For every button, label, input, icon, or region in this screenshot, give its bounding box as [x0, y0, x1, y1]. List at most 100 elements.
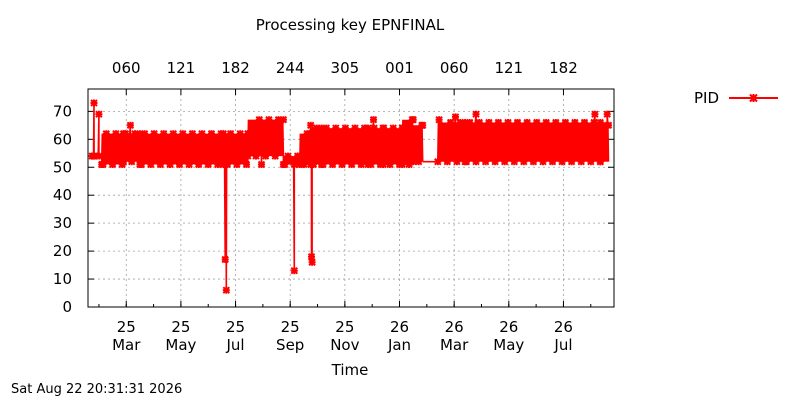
x-tick-label-month: Jul: [225, 336, 244, 354]
axis-ticks: 01020304050607025Mar25May25Jul25Sep25Nov…: [53, 59, 614, 354]
x-tick-label-year: 25: [281, 318, 300, 336]
data-point-marker: [571, 118, 579, 127]
data-point-marker: [290, 266, 299, 275]
data-point-marker: [504, 118, 512, 127]
data-point-marker: [434, 157, 442, 166]
data-point-marker: [204, 160, 212, 169]
data-point-marker: [92, 152, 101, 160]
x-tick-label-year: 26: [499, 318, 518, 336]
x-top-tick-label: 244: [276, 59, 305, 77]
data-point-marker: [95, 110, 103, 118]
data-point-marker: [561, 118, 570, 127]
data-point-marker: [274, 115, 283, 124]
data-point-marker: [233, 160, 241, 169]
data-point-marker: [308, 258, 316, 267]
data-point-marker: [590, 118, 598, 127]
data-point-marker: [520, 157, 528, 166]
data-point-marker: [309, 160, 318, 169]
data-point-marker: [121, 129, 130, 138]
y-tick-label: 70: [53, 102, 72, 120]
data-point-marker: [539, 157, 547, 166]
data-point-marker: [542, 118, 550, 127]
data-point-marker: [90, 99, 98, 107]
x-top-tick-label: 121: [167, 59, 196, 77]
data-point-marker: [596, 157, 605, 166]
data-point-marker: [293, 152, 302, 160]
x-axis-label: Time: [331, 361, 369, 379]
data-point-marker: [376, 160, 385, 169]
data-point-marker: [472, 157, 480, 166]
x-tick-label-month: Jul: [553, 336, 572, 354]
data-point-marker: [347, 160, 356, 169]
data-point-marker: [131, 129, 139, 138]
data-point-marker: [341, 124, 350, 132]
x-top-tick-label: 182: [221, 59, 250, 77]
data-point-marker: [435, 115, 443, 124]
x-tick-label-month: May: [493, 336, 524, 354]
data-point-marker: [257, 160, 266, 169]
x-tick-label-year: 26: [554, 318, 573, 336]
data-point-marker: [140, 129, 149, 138]
data-point-marker: [194, 160, 203, 169]
data-point-marker: [198, 129, 206, 138]
data-point-marker: [236, 129, 244, 138]
data-point-marker: [169, 129, 178, 138]
data-point-marker: [102, 129, 111, 138]
data-point-marker: [513, 118, 522, 127]
legend-entry-pid: PID: [694, 89, 719, 107]
data-point-marker: [328, 160, 337, 169]
data-point-marker: [312, 124, 321, 132]
data-point-marker: [244, 152, 252, 160]
data-point-marker: [389, 124, 397, 132]
data-point-marker: [188, 129, 197, 138]
data-point-marker: [399, 124, 407, 132]
data-point-marker: [207, 129, 216, 138]
data-point-marker: [472, 110, 480, 118]
data-point-marker: [252, 152, 260, 160]
x-top-tick-label: 121: [494, 59, 523, 77]
x-top-tick-label: 060: [440, 59, 469, 77]
plot-frame: [87, 88, 615, 308]
data-point-marker: [360, 124, 369, 132]
data-point-marker: [481, 157, 490, 166]
x-tick-label-year: 25: [226, 318, 245, 336]
data-point-marker: [222, 286, 231, 294]
x-tick-label-year: 25: [171, 318, 190, 336]
data-point-marker: [369, 115, 378, 124]
x-tick-label-month: Mar: [440, 336, 469, 354]
data-point-marker: [532, 118, 541, 127]
data-point-marker: [558, 157, 566, 166]
data-point-marker: [166, 160, 174, 169]
data-point-marker: [255, 115, 264, 124]
data-point-marker: [491, 157, 499, 166]
data-point-marker: [510, 157, 519, 166]
data-point-marker: [552, 118, 560, 127]
data-point-marker: [118, 160, 126, 169]
x-tick-label-year: 26: [390, 318, 409, 336]
x-tick-label-month: Sep: [276, 336, 304, 354]
data-point-marker: [338, 160, 346, 169]
data-point-marker: [485, 118, 493, 127]
data-point-marker: [226, 129, 235, 138]
data-point-marker: [112, 129, 120, 138]
data-point-marker: [332, 124, 340, 132]
data-point-marker: [322, 124, 331, 132]
data-point-marker: [408, 115, 417, 124]
data-point-marker: [280, 160, 289, 169]
data-point-marker: [351, 124, 359, 132]
x-tick-label-month: Jan: [387, 336, 411, 354]
x-top-tick-label: 305: [331, 59, 360, 77]
data-point-marker: [242, 160, 251, 169]
data-point-marker: [567, 157, 576, 166]
data-point-marker: [446, 118, 455, 127]
data-point-marker: [147, 160, 155, 169]
data-point-marker: [370, 124, 378, 132]
data-point-marker: [221, 255, 229, 264]
data-point-marker: [456, 118, 464, 127]
y-tick-label: 10: [53, 270, 72, 288]
data-point-marker: [300, 160, 308, 169]
data-point-marker: [127, 157, 136, 166]
x-tick-label-month: May: [165, 336, 196, 354]
data-point-marker: [395, 160, 404, 169]
